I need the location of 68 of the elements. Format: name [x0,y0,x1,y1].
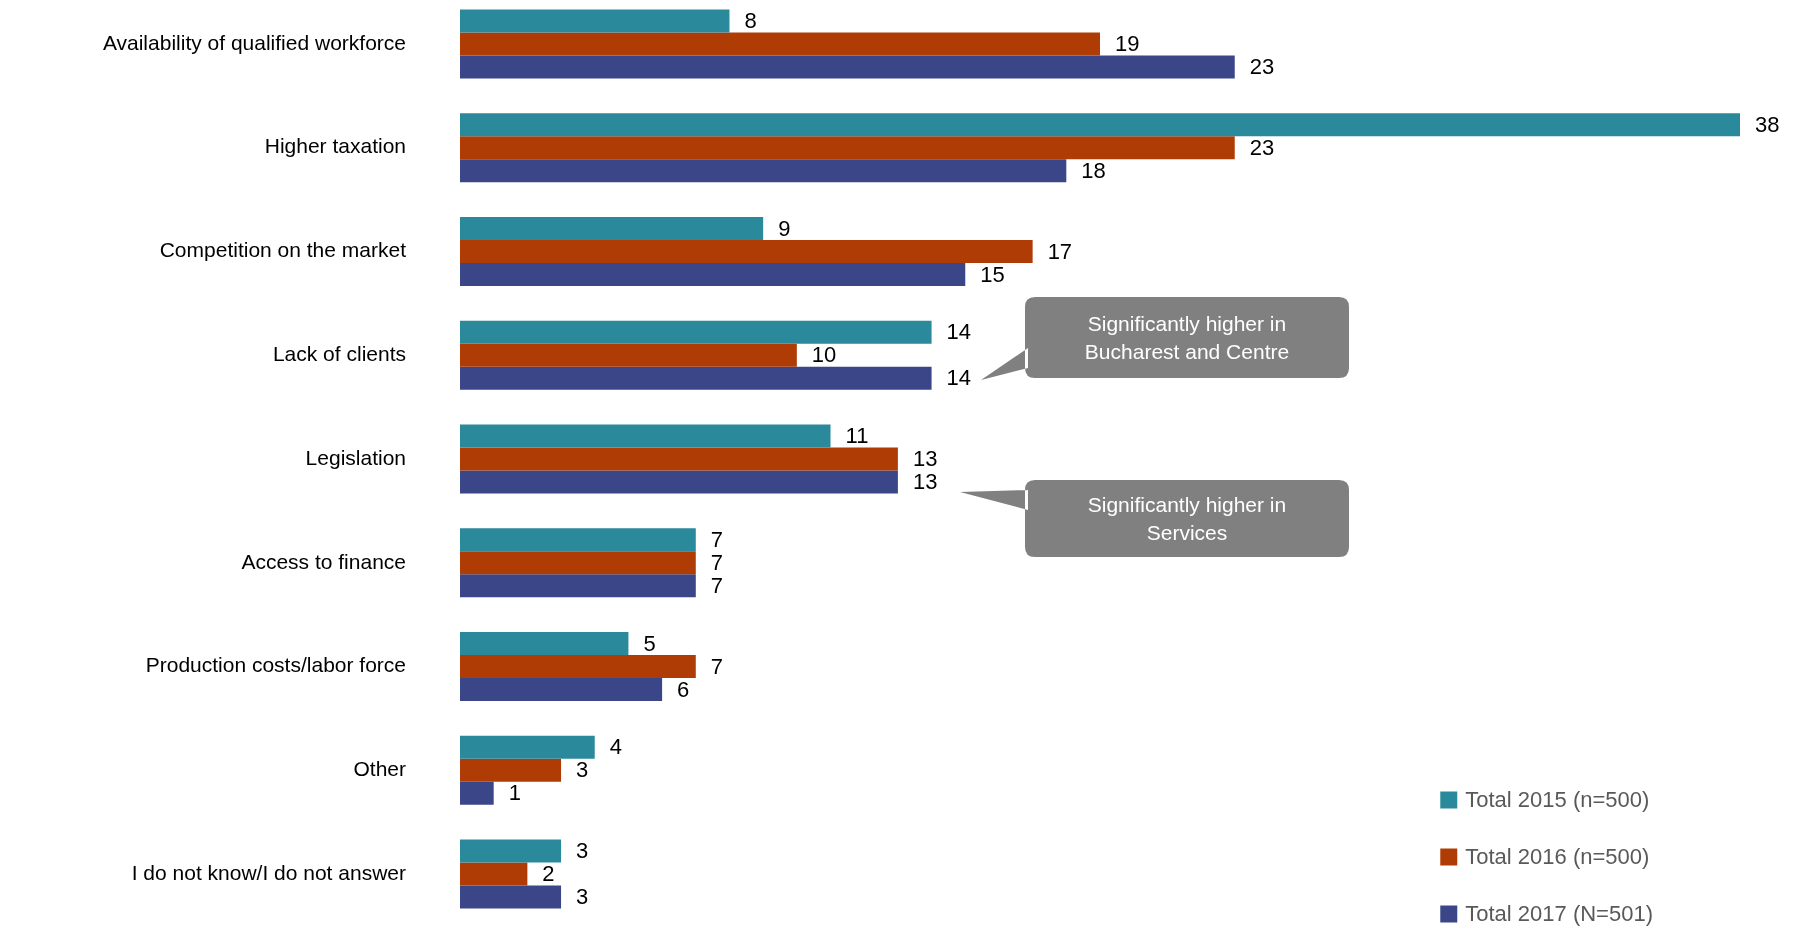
bar [460,366,932,390]
legend-label: Total 2016 (n=500) [1465,844,1650,870]
bar [460,551,696,575]
data-label: 14 [946,319,972,345]
bar [460,528,696,552]
bar [460,885,562,909]
data-label: 38 [1755,111,1780,137]
data-label: 3 [576,757,589,783]
bar [460,424,831,448]
data-label: 14 [946,365,972,391]
bar [460,735,595,759]
annotation: Significantly higher in Bucharest and Centre [1083,310,1291,365]
annotation: Significantly higher in Services [1086,491,1288,546]
legend-label: Total 2015 (n=500) [1465,787,1650,813]
y-tick-label: Lack of clients [272,342,406,366]
bar [460,239,1033,263]
data-label: 15 [980,261,1005,287]
bar [460,136,1235,160]
data-label: 18 [1081,157,1106,183]
bar [460,320,932,344]
data-label: 3 [576,838,589,864]
y-tick-label: Higher taxation [264,134,406,158]
y-tick-label: Other [353,757,406,781]
bar [460,781,494,805]
y-tick-label: Legislation [305,445,406,469]
bar [460,343,797,367]
data-label: 5 [643,630,656,656]
bar [460,632,629,656]
data-label: 23 [1249,134,1275,160]
data-label: 17 [1047,238,1073,264]
data-label: 9 [778,215,791,241]
data-label: 7 [710,549,724,575]
y-tick-label: I do not know/I do not answer [131,860,406,884]
data-label: 7 [710,653,724,679]
y-tick-label: Access to finance [241,549,406,573]
data-label: 6 [677,676,690,702]
bar [460,655,696,679]
bar [460,574,696,598]
bar [460,678,663,702]
data-label: 10 [811,342,837,368]
y-tick-label: Availability of qualified workforce [102,30,406,54]
data-label: 13 [912,469,938,495]
bar [460,758,562,782]
data-label: 23 [1249,53,1275,79]
data-label: 3 [576,884,589,910]
bar [460,262,966,286]
data-label: 1 [508,780,521,806]
bar [460,862,528,886]
data-label: 8 [744,7,757,33]
bar [460,9,730,33]
bar [460,32,1100,56]
bar [460,470,898,494]
data-label: 4 [609,734,622,760]
bar [460,447,898,471]
data-label: 11 [845,423,869,449]
y-tick-label: Competition on the market [159,238,407,262]
legend-label: Total 2017 (N=501) [1465,901,1653,926]
bar [460,113,1740,137]
y-tick-label: Production costs/labor force [145,653,406,677]
bar [460,55,1235,79]
bar [460,159,1067,183]
data-label: 7 [710,526,724,552]
bar [460,839,562,863]
data-label: 19 [1115,30,1140,56]
data-label: 2 [542,861,555,887]
bar [460,216,764,240]
data-label: 7 [710,572,724,598]
data-label: 13 [912,446,938,472]
